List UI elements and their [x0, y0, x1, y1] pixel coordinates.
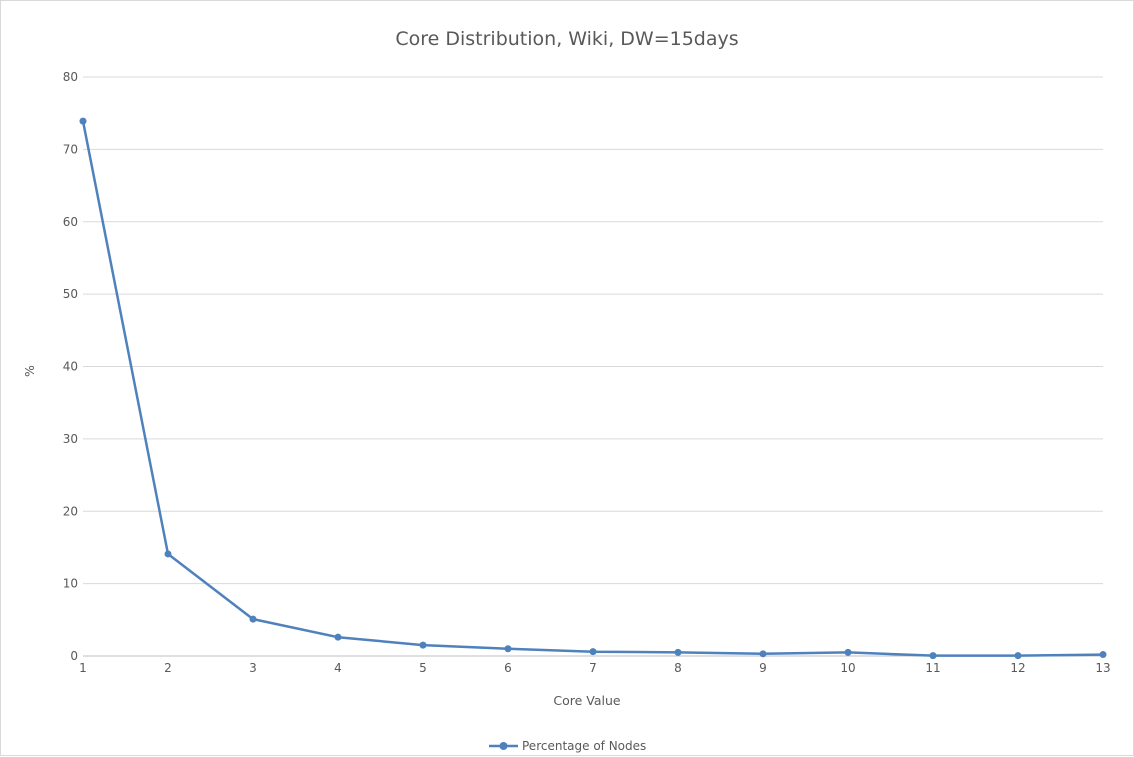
data-point-11: [929, 652, 937, 660]
data-point-2: [164, 550, 172, 558]
data-point-4: [334, 633, 342, 641]
y-tick-label-30: 30: [63, 432, 78, 446]
x-axis-title: Core Value: [553, 693, 621, 708]
y-axis-title: %: [22, 365, 37, 377]
data-point-3: [249, 615, 257, 623]
data-point-5: [419, 641, 427, 649]
data-point-7: [589, 648, 597, 656]
y-tick-label-60: 60: [63, 215, 78, 229]
x-tick-label-1: 1: [79, 661, 87, 675]
x-tick-label-11: 11: [925, 661, 940, 675]
y-tick-label-50: 50: [63, 287, 78, 301]
y-tick-label-10: 10: [63, 577, 78, 591]
x-tick-label-4: 4: [334, 661, 342, 675]
x-tick-label-10: 10: [840, 661, 855, 675]
x-tick-label-7: 7: [589, 661, 597, 675]
data-point-13: [1099, 651, 1107, 659]
y-tick-label-40: 40: [63, 360, 78, 374]
legend-label: Percentage of Nodes: [522, 739, 646, 753]
x-tick-label-6: 6: [504, 661, 512, 675]
y-tick-label-0: 0: [70, 649, 78, 663]
data-point-6: [504, 645, 512, 653]
x-tick-label-13: 13: [1095, 661, 1110, 675]
data-point-12: [1014, 652, 1022, 660]
y-tick-label-80: 80: [63, 70, 78, 84]
chart-title: Core Distribution, Wiki, DW=15days: [395, 28, 738, 50]
data-point-9: [759, 650, 767, 658]
series-line-0: [81, 119, 1105, 657]
x-tick-label-5: 5: [419, 661, 427, 675]
x-tick-label-12: 12: [1010, 661, 1025, 675]
y-tick-label-20: 20: [63, 504, 78, 518]
legend: Percentage of Nodes: [489, 739, 646, 753]
x-tick-labels: 1 2 3 4 5 6 7 8 9 10 11 12 13: [79, 661, 1110, 675]
x-tick-label-2: 2: [164, 661, 172, 675]
series: [79, 117, 1107, 660]
data-point-1: [79, 117, 87, 125]
x-tick-label-8: 8: [674, 661, 682, 675]
data-point-10: [844, 648, 852, 656]
x-tick-label-9: 9: [759, 661, 767, 675]
legend-point-marker: [499, 742, 508, 750]
y-tick-label-70: 70: [63, 142, 78, 156]
gridlines: [83, 76, 1103, 585]
data-point-8: [674, 648, 682, 656]
x-tick-label-3: 3: [249, 661, 257, 675]
y-tick-labels: 0 10 20 30 40 50 60 70 80: [63, 70, 78, 663]
